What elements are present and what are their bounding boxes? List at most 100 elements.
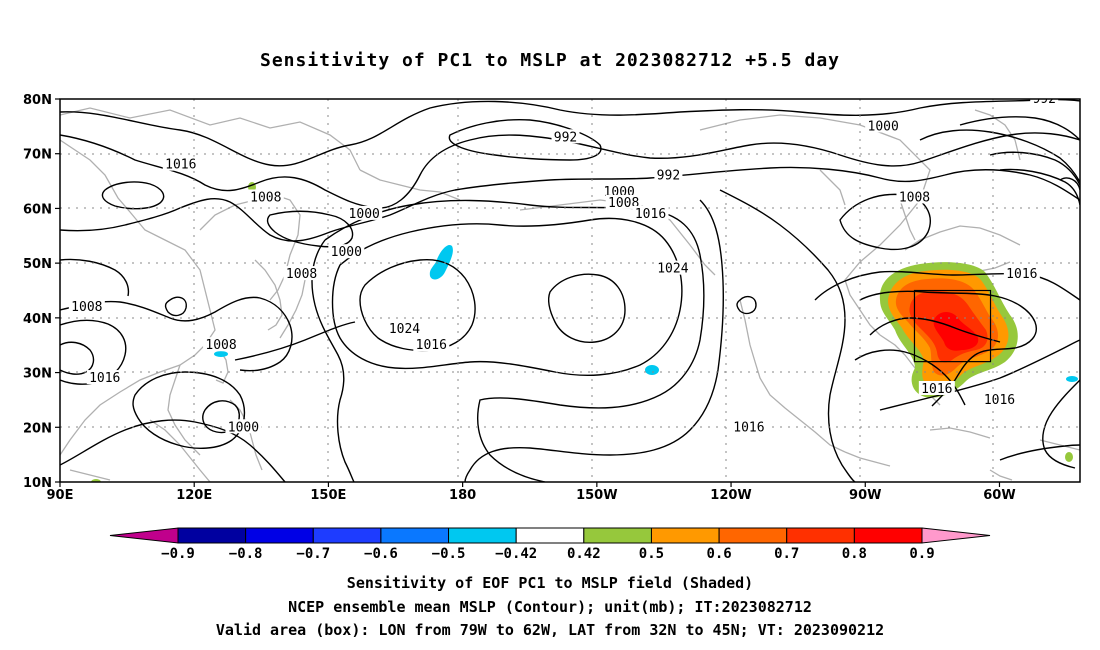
contour-label: 1008: [71, 300, 102, 315]
colorbar-swatch: [312, 527, 382, 544]
colorbar-label: −0.9: [161, 546, 195, 562]
contour-label-bg: [605, 194, 642, 209]
contour-label: 1024: [657, 262, 688, 277]
contour-label-bg: [86, 370, 123, 385]
contour-label: 1016: [89, 371, 120, 386]
contour-label-bg: [981, 391, 1018, 406]
colorbar-swatch: [380, 527, 450, 544]
contour-label-bg: [865, 118, 902, 133]
contour-label: 1016: [984, 393, 1015, 408]
contour-label-bg: [203, 337, 240, 352]
footer-line-2: NCEP ensemble mean MSLP (Contour); unit(…: [288, 598, 812, 616]
contour-label: 992: [1032, 92, 1055, 107]
valid-area-box: [913, 289, 992, 363]
contour-label: 1016: [733, 420, 764, 435]
lat-tick-label: 10N: [23, 476, 52, 491]
contour-label-bg: [346, 205, 383, 220]
mslp-contours: [60, 99, 1080, 482]
lon-tick-label: 150W: [576, 488, 617, 503]
colorbar-label: 0.7: [774, 546, 799, 562]
lat-axis: 80N 70N 60N 50N 40N 30N 20N 10N: [23, 93, 60, 491]
colorbar-label: 0.6: [706, 546, 731, 562]
colorbar-label: −0.8: [229, 546, 263, 562]
contour-label: 992: [657, 169, 680, 184]
lon-tick-label: 90E: [47, 488, 74, 503]
contour-label-bg: [918, 380, 955, 395]
plot-frame: [59, 98, 1081, 483]
contour-label-bg: [632, 205, 669, 220]
colorbar-swatch: [650, 527, 720, 544]
contour-label-bg: [328, 244, 365, 259]
colorbar-swatch: [583, 527, 652, 544]
chart-title: Sensitivity of PC1 to MSLP at 2023082712…: [259, 50, 840, 71]
contour-label-bg: [730, 419, 767, 434]
colorbar-swatch: [448, 527, 517, 544]
lat-tick-label: 40N: [23, 312, 52, 327]
colorbar-label: 0.8: [842, 546, 867, 562]
colorbar-label: −0.7: [296, 546, 330, 562]
colorbar-label: −0.5: [432, 546, 466, 562]
footer-line-1: Sensitivity of EOF PC1 to MSLP field (Sh…: [346, 574, 754, 592]
lat-tick-label: 70N: [23, 148, 52, 163]
footer-line-3: Valid area (box): LON from 79W to 62W, L…: [215, 621, 885, 639]
contour-label-bg: [247, 189, 284, 204]
contour-label: 1016: [635, 207, 666, 222]
contour-label: 1024: [389, 322, 420, 337]
colorbar-label: −0.6: [364, 546, 398, 562]
contour-label: 1000: [349, 207, 380, 222]
lon-tick-label: 120W: [710, 488, 751, 503]
lat-tick-label: 20N: [23, 421, 52, 436]
contour-label: 1008: [608, 196, 639, 211]
lat-tick-label: 30N: [23, 367, 52, 382]
colorbar-swatch: [853, 527, 923, 544]
lon-tick-label: 90W: [849, 488, 881, 503]
colorbar-swatch: [786, 527, 855, 544]
contour-label: 1016: [921, 382, 952, 397]
contour-label: 1000: [868, 119, 899, 134]
lat-tick-label: 80N: [23, 93, 52, 108]
colorbar-label: 0.9: [909, 546, 934, 562]
contour-label: 1008: [286, 267, 317, 282]
contour-label-bg: [413, 337, 450, 352]
contour-label-bg: [654, 167, 683, 182]
lon-tick-label: 180: [449, 488, 476, 503]
contour-label: 1016: [416, 338, 447, 353]
contour-label-bg: [283, 266, 320, 281]
lon-tick-label: 120E: [176, 488, 212, 503]
contour-label-bg: [654, 260, 691, 275]
colorbar-swatch: [718, 527, 788, 544]
contour-label-bg: [68, 298, 105, 313]
contour-label-bg: [162, 156, 199, 171]
contour-label-bg: [896, 189, 933, 204]
colorbar: −0.9 −0.8 −0.7 −0.6 −0.5 −0.42 0.42 0.5 0.6 0.7 0.…: [109, 527, 991, 562]
contour-label: 992: [554, 130, 577, 145]
colorbar-label: 0.5: [639, 546, 664, 562]
colorbar-swatch: [177, 527, 247, 544]
colorbar-swatch: [245, 527, 314, 544]
contour-label: 1016: [165, 158, 196, 173]
contour-label: 1016: [1006, 267, 1037, 282]
lat-tick-label: 60N: [23, 202, 52, 217]
contour-label-bg: [1003, 266, 1040, 281]
lon-tick-label: 60W: [983, 488, 1015, 503]
colorbar-min-arrow: [109, 527, 179, 544]
contour-label-bg: [1030, 99, 1059, 105]
contour-label: 1008: [250, 190, 281, 205]
contour-label-bg: [551, 129, 580, 144]
colorbar-max-arrow: [921, 527, 991, 544]
lon-tick-label: 150E: [310, 488, 346, 503]
contour-label-bg: [386, 320, 423, 335]
colorbar-swatch: [515, 527, 585, 544]
colorbar-label: −0.42: [495, 546, 537, 562]
contour-label-bg: [225, 419, 262, 434]
contour-label: 1000: [228, 420, 259, 435]
lat-tick-label: 50N: [23, 257, 52, 272]
colorbar-label: 0.42: [567, 546, 601, 562]
contour-label: 1008: [899, 190, 930, 205]
contour-label-bg: [601, 184, 638, 199]
lon-axis: 90E 120E 150E 180 150W 120W 90W 60W: [47, 482, 1016, 503]
contour-label: 1000: [331, 245, 362, 260]
contour-label: 1008: [205, 338, 236, 353]
